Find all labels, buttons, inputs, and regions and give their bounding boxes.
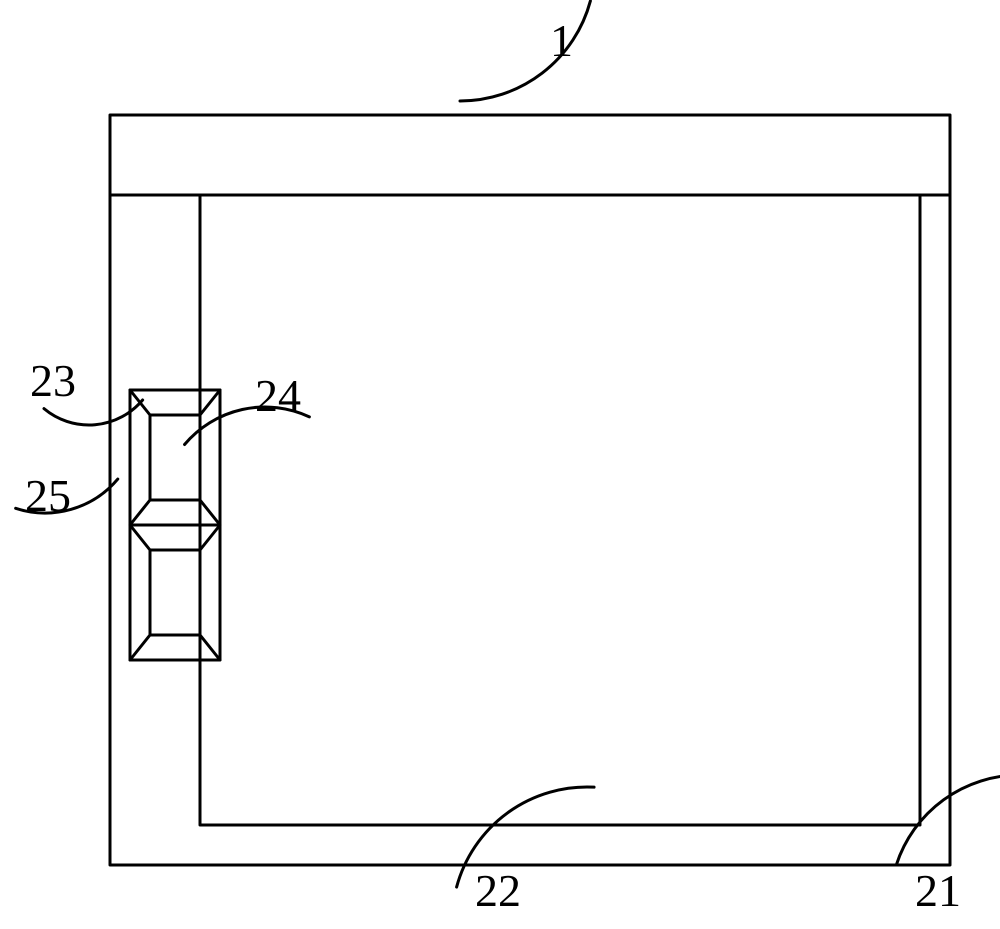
callout-label-22: 22 (475, 864, 521, 917)
callout-label-1: 1 (550, 14, 573, 67)
callout-label-24: 24 (255, 369, 301, 422)
callout-label-23: 23 (30, 354, 76, 407)
diagram-svg (0, 0, 1000, 929)
callout-label-25: 25 (25, 469, 71, 522)
callout-label-21: 21 (915, 864, 961, 917)
